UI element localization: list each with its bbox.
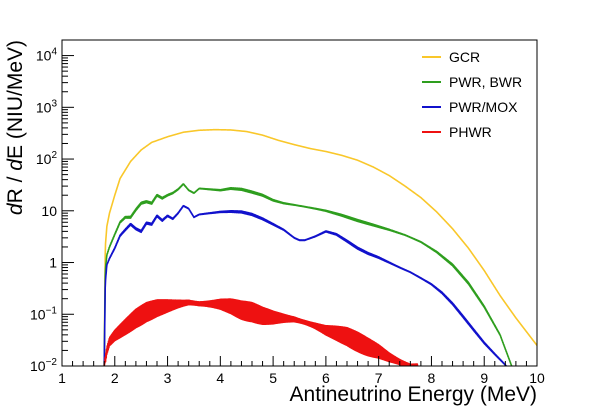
series-line-0	[103, 128, 537, 366]
series-line-1	[103, 183, 513, 366]
x-tick-label: 10	[529, 370, 545, 386]
y-title-unit: (NIU/MeV)	[4, 40, 27, 145]
x-tick-label: 6	[322, 370, 330, 386]
y-tick-label: 103	[36, 98, 58, 115]
x-tick-label: 8	[428, 370, 436, 386]
series-layer	[103, 128, 537, 366]
legend-label-0: GCR	[449, 49, 480, 65]
y-title-slash: /	[4, 171, 27, 189]
y-title-d1: d	[4, 202, 27, 215]
legend-label-1: PWR, BWR	[449, 74, 522, 90]
y-tick-label: 10−1	[30, 305, 57, 322]
x-tick-label: 1	[58, 370, 66, 386]
y-tick-label: 1	[49, 255, 57, 271]
x-tick-label: 3	[164, 370, 172, 386]
legend-label-3: PHWR	[449, 124, 492, 140]
y-title-d2: d	[4, 158, 27, 171]
x-axis: 1 2 3 4 5 6 7 8 9 10	[58, 356, 545, 386]
plot-frame	[61, 39, 538, 367]
legend-label-2: PWR/MOX	[449, 99, 518, 115]
x-tick-label: 9	[480, 370, 488, 386]
series-line-3	[103, 298, 419, 366]
x-tick-label: 7	[375, 370, 383, 386]
x-axis-title: Antineutrino Energy (MeV)	[290, 383, 537, 406]
legend: GCR PWR, BWR PWR/MOX PHWR	[422, 49, 522, 140]
y-tick-label: 10	[41, 203, 57, 219]
y-axis-title: dR / dE (NIU/MeV)	[4, 40, 27, 215]
y-tick-label: 104	[36, 47, 58, 64]
y-axis: 10−2 10−1 1 10 102 103 104	[30, 39, 74, 374]
x-tick-label: 4	[216, 370, 224, 386]
series-line-2	[103, 204, 507, 366]
y-title-e: E	[4, 145, 27, 159]
y-tick-label: 10−2	[30, 357, 57, 374]
y-title-r: R	[4, 188, 27, 203]
x-tick-label: 2	[111, 370, 119, 386]
y-tick-label: 102	[36, 150, 58, 167]
x-tick-label: 5	[269, 370, 277, 386]
